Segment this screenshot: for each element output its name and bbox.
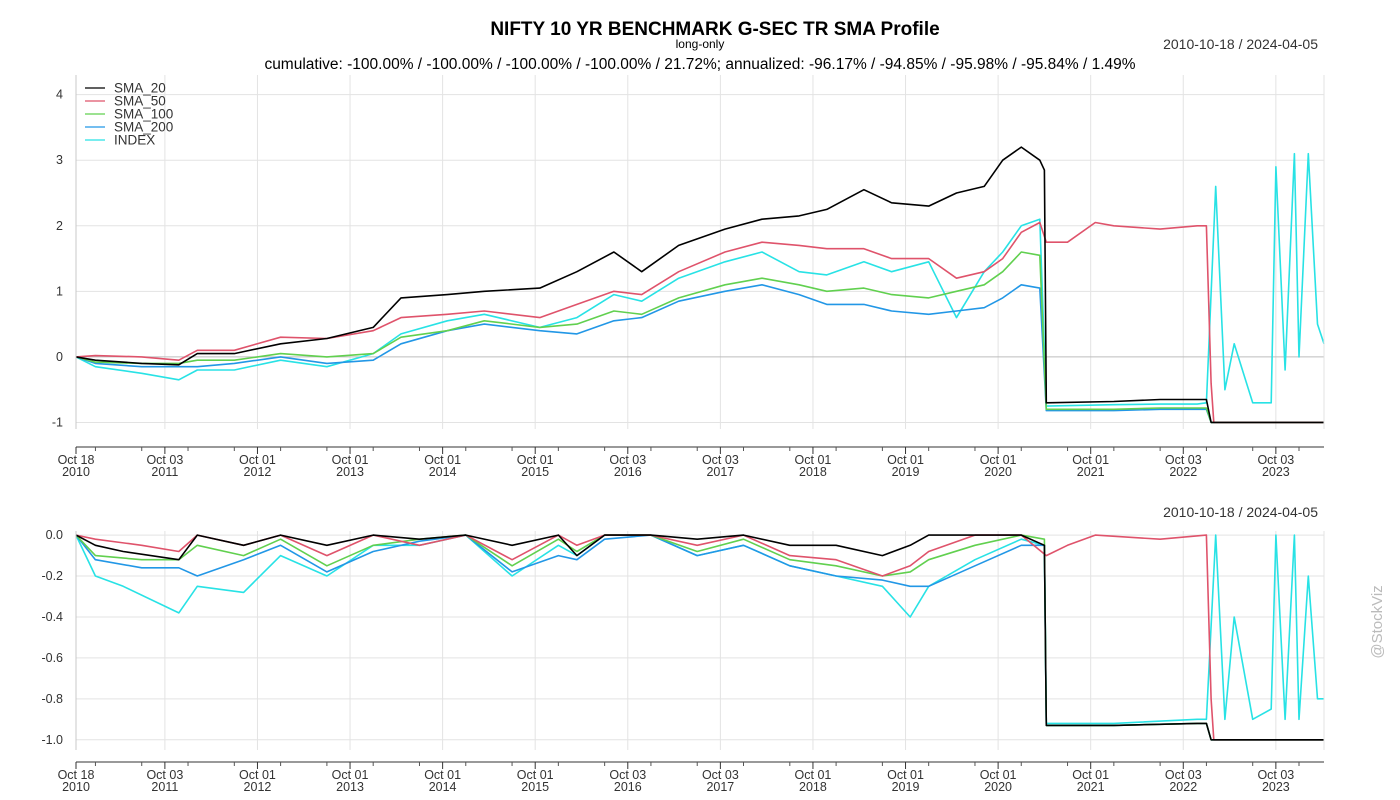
cumulative-y-axis: -1 0 1 2 3 4: [52, 75, 1325, 429]
x-tick-label-year: 2011: [151, 780, 178, 794]
x-tick-label-month: Oct 01: [795, 768, 832, 782]
y-tick-label: 3: [56, 153, 63, 167]
x-tick-label-year: 2019: [892, 780, 920, 794]
cumulative-series: [75, 146, 1325, 424]
x-tick-label-month: Oct 01: [517, 453, 554, 467]
watermark: @StockViz: [1369, 585, 1386, 658]
x-tick-label-month: Oct 01: [887, 453, 924, 467]
x-tick-label-month: Oct 03: [1257, 768, 1294, 782]
x-tick-label-year: 2021: [1077, 780, 1105, 794]
x-tick-label-month: Oct 03: [1257, 453, 1294, 467]
y-tick-label: 2: [56, 219, 63, 233]
x-tick-label-month: Oct 03: [609, 453, 646, 467]
legend-label: INDEX: [114, 133, 155, 148]
x-tick-label-month: Oct 01: [424, 768, 461, 782]
x-tick-label-month: Oct 03: [1165, 453, 1202, 467]
x-tick-label-year: 2013: [336, 465, 364, 479]
y-tick-label: -1: [52, 415, 63, 429]
y-tick-label: -1.0: [41, 733, 63, 747]
y-tick-label: 1: [56, 284, 63, 298]
x-tick-label-year: 2021: [1077, 465, 1105, 479]
x-tick-label-year: 2014: [429, 465, 457, 479]
x-tick-label-month: Oct 01: [239, 768, 276, 782]
x-tick-label-year: 2023: [1262, 465, 1290, 479]
y-tick-label: -0.4: [41, 610, 63, 624]
x-tick-label-month: Oct 01: [332, 768, 369, 782]
x-tick-label-year: 2012: [244, 780, 272, 794]
drawdown-plot-frame: [76, 531, 1324, 750]
x-tick-label-year: 2013: [336, 780, 364, 794]
chart-title: NIFTY 10 YR BENCHMARK G-SEC TR SMA Profi…: [490, 19, 939, 40]
series-line-sma-50: [75, 221, 1324, 424]
x-tick-label-year: 2018: [799, 780, 827, 794]
chart-subtitle: long-only: [676, 37, 725, 51]
series-line-sma-20: [75, 534, 1324, 741]
x-tick-label-year: 2017: [706, 780, 734, 794]
x-tick-label-month: Oct 01: [332, 453, 369, 467]
x-tick-label-year: 2017: [706, 465, 734, 479]
y-tick-label: 0.0: [46, 528, 63, 542]
legend-label: SMA_50: [114, 94, 166, 109]
y-tick-label: -0.2: [41, 569, 63, 583]
x-tick-label-month: Oct 01: [517, 768, 554, 782]
drawdown-y-axis: 0.0 -0.2 -0.4 -0.6 -0.8 -1.0: [41, 528, 1325, 750]
stats-line: cumulative: -100.00% / -100.00% / -100.0…: [264, 56, 1135, 73]
x-tick-label-month: Oct 03: [146, 768, 183, 782]
cumulative-plot-frame: [76, 75, 1324, 429]
y-tick-label: -0.8: [41, 692, 63, 706]
x-tick-label-year: 2023: [1262, 780, 1290, 794]
legend-label: SMA_20: [114, 81, 166, 96]
x-tick-label-month: Oct 01: [887, 768, 924, 782]
drawdown-series: [75, 534, 1324, 741]
x-tick-label-month: Oct 03: [702, 453, 739, 467]
x-tick-label-year: 2016: [614, 465, 642, 479]
x-tick-label-month: Oct 01: [424, 453, 461, 467]
x-tick-label-year: 2010: [62, 780, 90, 794]
series-line-sma-20: [75, 146, 1324, 424]
x-tick-label-month: Oct 01: [980, 453, 1017, 467]
series-line-sma-100: [75, 251, 1324, 424]
series-line-sma-200: [75, 283, 1324, 424]
x-tick-label-year: 2022: [1169, 780, 1197, 794]
x-tick-label-year: 2018: [799, 465, 827, 479]
x-tick-label-year: 2020: [984, 780, 1012, 794]
x-tick-label-year: 2011: [151, 465, 178, 479]
x-tick-label-year: 2010: [62, 465, 90, 479]
x-tick-label-year: 2012: [244, 465, 272, 479]
x-tick-label-month: Oct 03: [146, 453, 183, 467]
series-line-index: [75, 152, 1325, 407]
y-tick-label: -0.6: [41, 651, 63, 665]
y-tick-label: 0: [56, 350, 63, 364]
x-tick-label-year: 2016: [614, 780, 642, 794]
date-range-bottom: 2010-10-18 / 2024-04-05: [1163, 504, 1318, 520]
date-range-top: 2010-10-18 / 2024-04-05: [1163, 36, 1318, 52]
x-tick-label-year: 2020: [984, 465, 1012, 479]
x-tick-label-year: 2014: [429, 780, 457, 794]
x-tick-label-year: 2015: [521, 780, 549, 794]
x-tick-label-month: Oct 03: [702, 768, 739, 782]
x-tick-label-month: Oct 01: [1072, 453, 1109, 467]
x-tick-label-month: Oct 01: [980, 768, 1017, 782]
series-line-index: [75, 534, 1324, 725]
y-tick-label: 4: [56, 88, 63, 102]
x-tick-label-year: 2022: [1169, 465, 1197, 479]
x-tick-label-year: 2019: [892, 465, 920, 479]
x-tick-label-month: Oct 03: [1165, 768, 1202, 782]
x-tick-label-month: Oct 01: [795, 453, 832, 467]
x-tick-label-month: Oct 18: [58, 768, 95, 782]
legend-label: SMA_100: [114, 107, 173, 122]
x-tick-label-month: Oct 01: [239, 453, 276, 467]
x-tick-label-month: Oct 01: [1072, 768, 1109, 782]
x-tick-label-year: 2015: [521, 465, 549, 479]
x-tick-label-month: Oct 18: [58, 453, 95, 467]
x-tick-label-month: Oct 03: [609, 768, 646, 782]
legend-label: SMA_200: [114, 120, 173, 135]
